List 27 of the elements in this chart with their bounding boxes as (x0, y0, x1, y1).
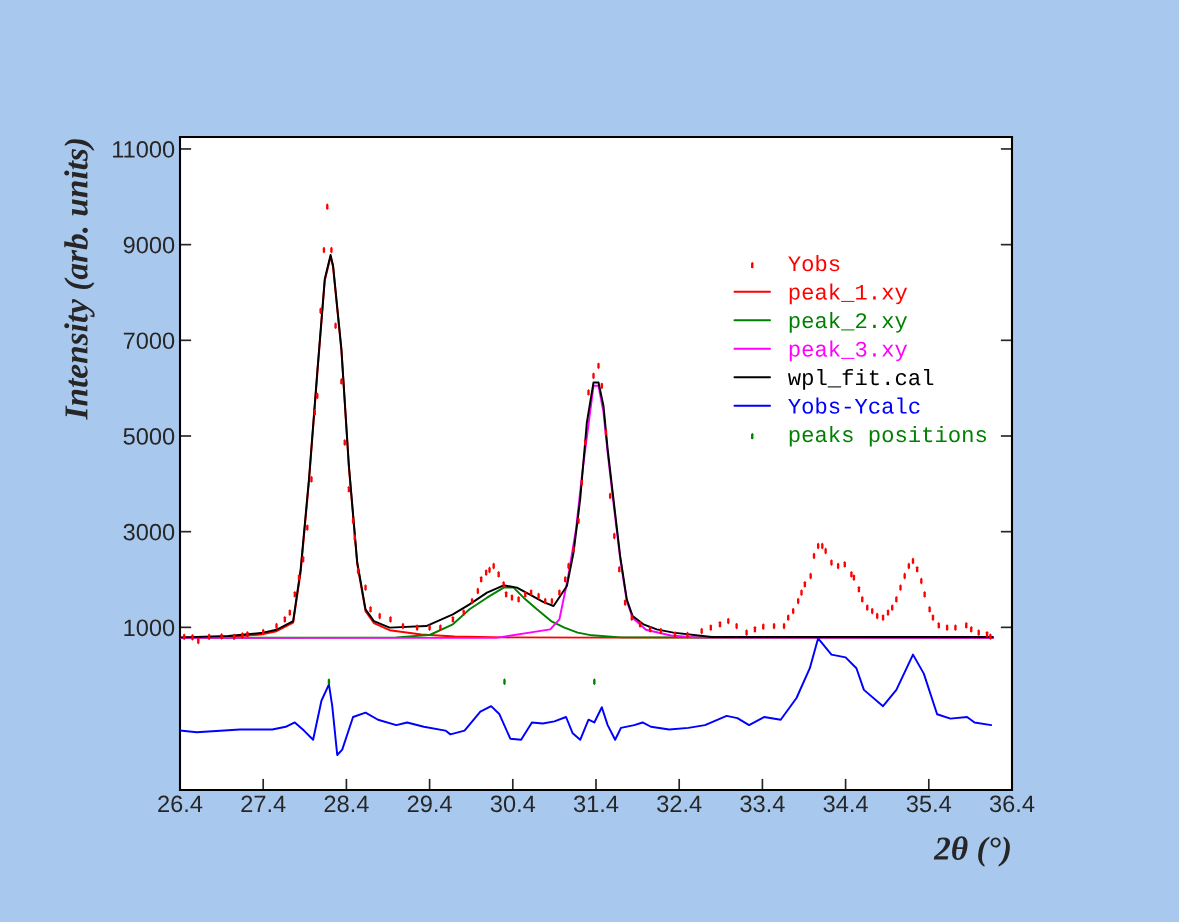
legend-label: Yobs (788, 254, 840, 272)
legend-label: peaks positions (789, 425, 986, 447)
x-tick-label: 35.4 (906, 795, 952, 813)
x-tick-label: 31.4 (573, 795, 619, 813)
legend-label: peak_1.xy (789, 283, 908, 305)
y-tick-label: 3000 (123, 523, 175, 541)
x-tick-label: 29.4 (407, 795, 452, 813)
y-tick-label: 5000 (123, 428, 175, 445)
legend-label: peak_3.xy (789, 340, 908, 362)
y-tick-label: 11000 (113, 141, 175, 158)
x-tick-label: 34.4 (823, 795, 868, 813)
legend-label: Yobs-Ycalc (788, 397, 920, 414)
x-tick-label: 32.4 (657, 795, 702, 813)
y-tick-label: 7000 (123, 332, 175, 350)
y-axis-title: Intensity (arb. units) (64, 139, 95, 420)
x-tick-label: 36.4 (989, 795, 1035, 813)
x-tick-label: 30.4 (490, 795, 536, 813)
x-tick-label: 33.4 (740, 795, 785, 813)
x-tick-label: 27.4 (241, 795, 286, 812)
line-series (180, 637, 993, 756)
x-tick-label: 28.4 (324, 795, 369, 813)
y-tick-label: 1000 (124, 619, 175, 637)
y-tick-label: 9000 (123, 236, 175, 254)
legend-label: wpl_fit.cal (788, 368, 934, 390)
legend-label: peak_2.xy (789, 311, 908, 333)
x-tick-label: 26.4 (158, 795, 203, 813)
x-axis-title: 2θ (°) (933, 836, 1010, 867)
